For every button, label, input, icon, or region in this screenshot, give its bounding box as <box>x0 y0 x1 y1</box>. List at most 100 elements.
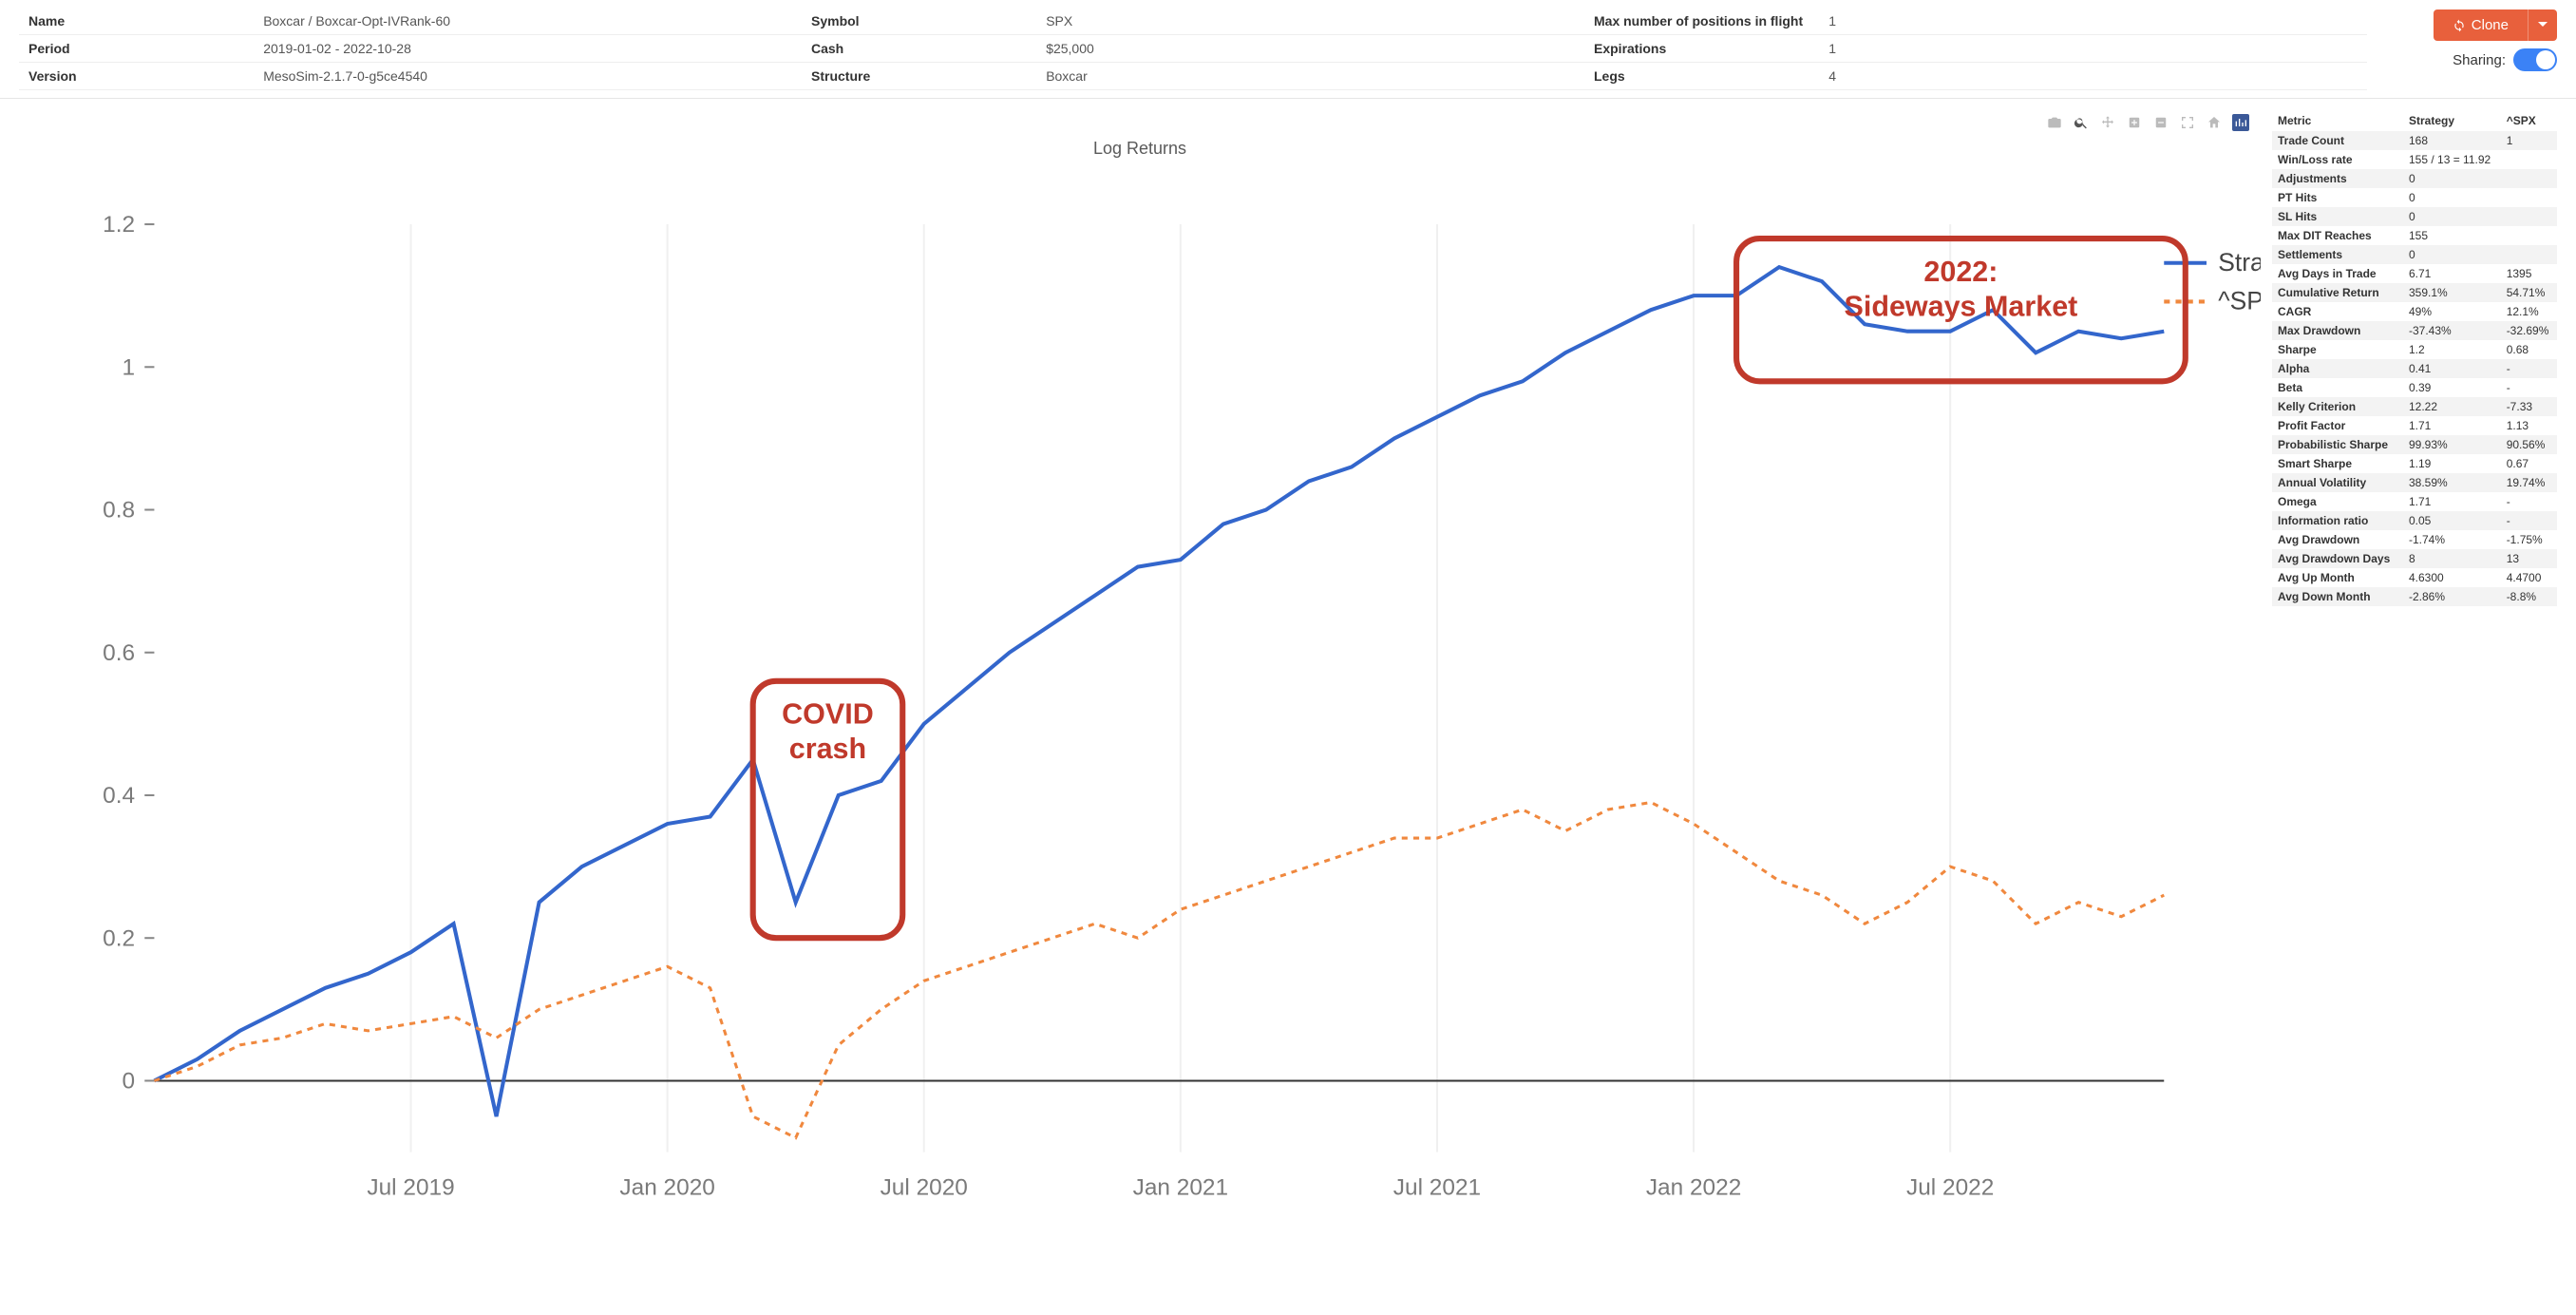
info-row: SymbolSPX <box>802 8 1584 35</box>
info-label: Period <box>19 35 254 63</box>
metric-name: Smart Sharpe <box>2272 454 2403 473</box>
info-label: Symbol <box>802 8 1036 35</box>
camera-icon[interactable] <box>2046 114 2063 131</box>
clone-label: Clone <box>2472 17 2509 33</box>
metrics-row: Avg Drawdown Days813 <box>2272 549 2557 568</box>
metrics-row: PT Hits0 <box>2272 188 2557 207</box>
info-value: Boxcar / Boxcar-Opt-IVRank-60 <box>254 8 802 35</box>
info-label: Legs <box>1584 63 1819 90</box>
metric-name: CAGR <box>2272 302 2403 321</box>
clone-button-group: Clone <box>2434 10 2557 41</box>
metric-value <box>2501 207 2557 226</box>
svg-text:Jul 2019: Jul 2019 <box>367 1174 454 1200</box>
metric-name: Avg Up Month <box>2272 568 2403 587</box>
metric-value: 1395 <box>2501 264 2557 283</box>
metric-value <box>2501 245 2557 264</box>
chart-title: Log Returns <box>19 139 2261 159</box>
metric-value: - <box>2501 378 2557 397</box>
metric-name: Avg Drawdown Days <box>2272 549 2403 568</box>
info-col-3: Max number of positions in flight1Expira… <box>1584 8 2367 90</box>
plotly-icon[interactable] <box>2232 114 2249 131</box>
metrics-row: Alpha0.41- <box>2272 359 2557 378</box>
info-value: 2019-01-02 - 2022-10-28 <box>254 35 802 63</box>
autoscale-icon[interactable] <box>2179 114 2196 131</box>
info-value: 1 <box>1819 8 2367 35</box>
log-returns-chart[interactable]: 00.20.40.60.811.2Jul 2019Jan 2020Jul 202… <box>19 166 2261 1268</box>
metric-name: Kelly Criterion <box>2272 397 2403 416</box>
metric-value: 38.59% <box>2403 473 2501 492</box>
info-row: VersionMesoSim-2.1.7-0-g5ce4540 <box>19 63 802 90</box>
info-label: Name <box>19 8 254 35</box>
pan-icon[interactable] <box>2099 114 2116 131</box>
info-value: MesoSim-2.1.7-0-g5ce4540 <box>254 63 802 90</box>
metric-value: 155 <box>2403 226 2501 245</box>
info-label: Version <box>19 63 254 90</box>
metrics-row: Cumulative Return359.1%54.71% <box>2272 283 2557 302</box>
metric-value: - <box>2501 492 2557 511</box>
metric-name: Max Drawdown <box>2272 321 2403 340</box>
metric-value: 4.4700 <box>2501 568 2557 587</box>
metric-name: SL Hits <box>2272 207 2403 226</box>
metrics-row: Avg Drawdown-1.74%-1.75% <box>2272 530 2557 549</box>
metrics-row: Kelly Criterion12.22-7.33 <box>2272 397 2557 416</box>
metric-value: 8 <box>2403 549 2501 568</box>
reset-icon[interactable] <box>2206 114 2223 131</box>
metric-name: Settlements <box>2272 245 2403 264</box>
metric-value: 90.56% <box>2501 435 2557 454</box>
metric-value: 1.19 <box>2403 454 2501 473</box>
svg-text:0: 0 <box>123 1069 136 1095</box>
metrics-row: Adjustments0 <box>2272 169 2557 188</box>
sharing-toggle[interactable] <box>2513 48 2557 71</box>
info-row: NameBoxcar / Boxcar-Opt-IVRank-60 <box>19 8 802 35</box>
metrics-row: SL Hits0 <box>2272 207 2557 226</box>
header-info: NameBoxcar / Boxcar-Opt-IVRank-60Period2… <box>0 0 2576 99</box>
info-row: Period2019-01-02 - 2022-10-28 <box>19 35 802 63</box>
metric-name: Avg Days in Trade <box>2272 264 2403 283</box>
metrics-row: Profit Factor1.711.13 <box>2272 416 2557 435</box>
svg-text:Jul 2021: Jul 2021 <box>1393 1174 1481 1200</box>
svg-text:0.8: 0.8 <box>103 498 135 524</box>
metric-value: -32.69% <box>2501 321 2557 340</box>
sharing-label: Sharing: <box>2453 52 2506 68</box>
metric-value: 1.13 <box>2501 416 2557 435</box>
metrics-col-header: Metric <box>2272 110 2403 131</box>
zoom-in-icon[interactable] <box>2126 114 2143 131</box>
info-label: Expirations <box>1584 35 1819 63</box>
zoom-icon[interactable] <box>2073 114 2090 131</box>
metric-value: -1.74% <box>2403 530 2501 549</box>
metrics-row: Smart Sharpe1.190.67 <box>2272 454 2557 473</box>
metric-value: -37.43% <box>2403 321 2501 340</box>
metrics-table: MetricStrategy^SPXTrade Count1681Win/Los… <box>2272 110 2557 606</box>
metrics-row: Omega1.71- <box>2272 492 2557 511</box>
clone-dropdown[interactable] <box>2528 10 2557 41</box>
metrics-col-header: Strategy <box>2403 110 2501 131</box>
metric-value: 19.74% <box>2501 473 2557 492</box>
metric-value: 0.68 <box>2501 340 2557 359</box>
metric-value: 155 / 13 = 11.92 <box>2403 150 2501 169</box>
metric-value: 12.22 <box>2403 397 2501 416</box>
metric-name: Omega <box>2272 492 2403 511</box>
info-label: Max number of positions in flight <box>1584 8 1819 35</box>
metrics-row: Settlements0 <box>2272 245 2557 264</box>
sharing-row: Sharing: <box>2453 48 2557 71</box>
metric-name: Beta <box>2272 378 2403 397</box>
metric-value <box>2501 226 2557 245</box>
info-label: Structure <box>802 63 1036 90</box>
zoom-out-icon[interactable] <box>2152 114 2169 131</box>
info-col-2: SymbolSPXCash$25,000StructureBoxcar <box>802 8 1584 90</box>
chart-toolbar <box>19 110 2261 135</box>
metric-value: 13 <box>2501 549 2557 568</box>
info-value: $25,000 <box>1036 35 1584 63</box>
metrics-row: Avg Up Month4.63004.4700 <box>2272 568 2557 587</box>
metric-name: Sharpe <box>2272 340 2403 359</box>
metric-value <box>2501 169 2557 188</box>
metric-value: -1.75% <box>2501 530 2557 549</box>
info-value: Boxcar <box>1036 63 1584 90</box>
svg-text:Jul 2022: Jul 2022 <box>1906 1174 1994 1200</box>
metric-value: 0.05 <box>2403 511 2501 530</box>
clone-button[interactable]: Clone <box>2434 10 2528 41</box>
metric-value: - <box>2501 359 2557 378</box>
metric-value: 99.93% <box>2403 435 2501 454</box>
metric-value: 1 <box>2501 131 2557 150</box>
metrics-row: CAGR49%12.1% <box>2272 302 2557 321</box>
